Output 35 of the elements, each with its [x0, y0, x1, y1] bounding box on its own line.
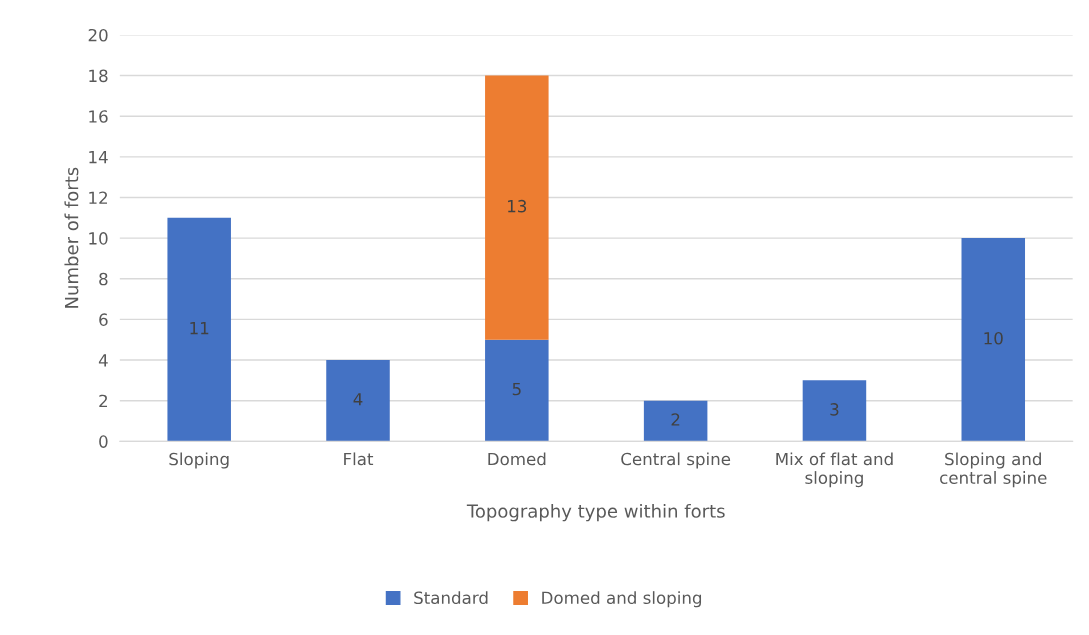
x-tick-label: Sloping [169, 452, 229, 469]
y-tick-label: 4 [98, 354, 108, 367]
x-tick-label: Sloping and central spine [940, 452, 1047, 488]
x-axis-title: Topography type within forts [466, 503, 725, 522]
y-tick-label: 6 [99, 313, 108, 326]
data-label: 5 [512, 382, 521, 396]
y-tick-label: 12 [89, 191, 108, 204]
y-tick-label: 16 [89, 110, 108, 123]
y-axis-title: Number of forts [64, 167, 79, 308]
bar [961, 238, 1026, 442]
x-tick-label: Central spine [621, 452, 731, 469]
x-tick-label: Domed [488, 452, 546, 466]
y-tick-label: 10 [89, 232, 108, 245]
bar [167, 217, 231, 442]
legend-label: Domed and sloping [542, 591, 702, 608]
y-tick-label: 8 [99, 272, 108, 286]
bar [643, 400, 708, 442]
bar [326, 360, 390, 442]
y-tick-label: 20 [88, 28, 108, 42]
bar [485, 75, 549, 340]
y-tick-label: 2 [99, 394, 108, 408]
bar [485, 339, 549, 442]
data-label: 13 [508, 199, 527, 213]
bar [802, 380, 867, 442]
data-label: 3 [830, 403, 839, 416]
x-tick-label: Mix of flat and sloping [776, 452, 893, 488]
y-tick-label: 14 [89, 151, 108, 164]
data-label: 2 [671, 413, 680, 426]
y-tick-label: 0 [99, 435, 108, 448]
data-label: 11 [190, 322, 209, 335]
data-label: 10 [984, 331, 1003, 345]
data-label: 4 [353, 393, 363, 406]
y-tick-label: 18 [89, 69, 108, 83]
x-tick-label: Flat [344, 452, 374, 466]
legend-label: Standard [414, 591, 488, 605]
